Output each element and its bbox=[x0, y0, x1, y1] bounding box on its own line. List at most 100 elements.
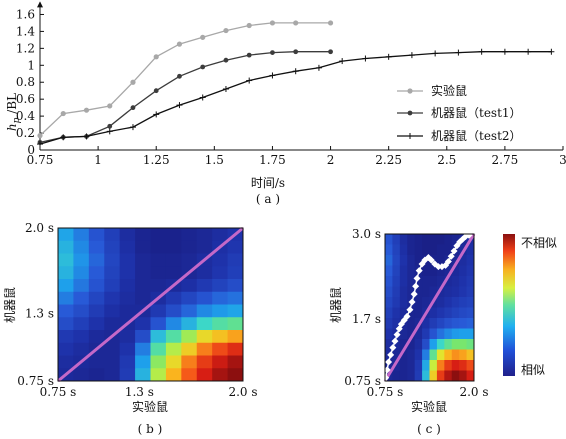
alignment-point bbox=[450, 247, 458, 255]
heatmap-cell bbox=[392, 297, 401, 308]
heatmap-cell bbox=[429, 370, 438, 382]
heatmap-cell bbox=[392, 265, 401, 277]
series-line bbox=[39, 51, 331, 144]
heatmap-cell bbox=[459, 276, 467, 287]
heatmap-cell bbox=[119, 342, 136, 356]
heatmap-cell bbox=[399, 328, 408, 340]
heatmap-cell bbox=[73, 304, 90, 318]
heatmap-cell bbox=[227, 266, 244, 280]
heatmap-cell bbox=[436, 370, 445, 382]
data-point bbox=[246, 22, 252, 29]
heatmap-cell bbox=[58, 355, 74, 369]
heatmap-cell bbox=[451, 370, 460, 382]
y-axis-label-tail: /BL bbox=[5, 93, 19, 118]
legend-marker bbox=[407, 88, 413, 94]
heatmap-cell bbox=[73, 279, 90, 293]
heatmap-cell bbox=[150, 266, 167, 280]
x-tick-label: 2.25 bbox=[375, 153, 402, 167]
heatmap-cell bbox=[150, 342, 167, 356]
heatmap-cell bbox=[58, 330, 74, 344]
heatmap-cell bbox=[196, 317, 213, 331]
heatmap-cell bbox=[407, 349, 416, 361]
heatmap-cell bbox=[414, 297, 423, 308]
legend-item-2: 机器鼠（test1） bbox=[397, 106, 522, 120]
caption-a: ( a ) bbox=[256, 192, 280, 206]
heatmap-cell bbox=[407, 328, 416, 340]
heatmap-cell bbox=[392, 255, 401, 266]
heatmap-cell bbox=[73, 368, 90, 382]
heatmap-cell bbox=[88, 355, 105, 369]
alignment-point bbox=[434, 263, 442, 271]
heatmap-cell bbox=[58, 266, 74, 280]
heatmap-cell bbox=[407, 370, 416, 382]
y-tick-label: 1.7 s bbox=[352, 312, 381, 326]
heatmap-cell bbox=[399, 255, 408, 266]
heatmap-cell bbox=[196, 368, 213, 382]
heatmap-cell bbox=[451, 265, 460, 277]
heatmap-cell bbox=[399, 244, 408, 256]
heatmap-cell bbox=[385, 276, 393, 287]
heatmap-cell bbox=[119, 304, 136, 318]
alignment-point bbox=[393, 331, 401, 339]
data-point bbox=[176, 102, 183, 109]
heatmap-cell bbox=[165, 266, 182, 280]
heatmap-cell bbox=[422, 276, 430, 287]
heatmap-cell bbox=[459, 255, 467, 266]
heatmap-cell bbox=[165, 240, 182, 254]
x-tick-label: 2.0 s bbox=[228, 385, 257, 399]
heatmap-cell bbox=[196, 279, 213, 293]
data-point bbox=[60, 134, 67, 141]
heatmap-cell bbox=[444, 265, 453, 277]
heatmap-cell bbox=[414, 276, 423, 287]
heatmap-cell bbox=[466, 244, 475, 256]
heatmap-cell bbox=[58, 240, 74, 254]
colorbar bbox=[503, 234, 515, 376]
heatmap-cell bbox=[414, 255, 423, 266]
heatmap-cell bbox=[422, 297, 430, 308]
heatmap-cell bbox=[58, 291, 74, 305]
heatmap-cell bbox=[181, 368, 198, 382]
heatmap-cell bbox=[444, 286, 453, 298]
heatmap-cell bbox=[196, 355, 213, 369]
heatmap-cell bbox=[88, 304, 105, 318]
heatmap-cell bbox=[58, 317, 74, 331]
heatmap-cell bbox=[422, 349, 430, 361]
heatmap-cell bbox=[73, 317, 90, 331]
heatmap-cell bbox=[451, 339, 460, 350]
heatmap-cell bbox=[119, 368, 136, 382]
heatmap-cell bbox=[385, 265, 393, 277]
y-tick-label: 1.6 bbox=[16, 7, 35, 21]
series-line bbox=[39, 22, 331, 137]
heatmap-cell bbox=[429, 328, 438, 340]
heatmap-cell bbox=[227, 279, 244, 293]
series-group bbox=[37, 20, 555, 148]
heatmap-cell bbox=[392, 339, 401, 350]
heatmap-cell bbox=[429, 244, 438, 256]
data-point bbox=[339, 58, 346, 65]
heatmap-cell bbox=[88, 228, 105, 242]
heatmap-cell bbox=[73, 291, 90, 305]
alignment-point bbox=[391, 337, 399, 345]
heatmap-cell bbox=[196, 266, 213, 280]
heatmap-cell bbox=[422, 360, 430, 371]
heatmap-cell bbox=[104, 228, 121, 242]
heatmap-cell bbox=[227, 304, 244, 318]
heatmap-cell bbox=[150, 304, 167, 318]
heatmap-cell bbox=[227, 342, 244, 356]
heatmap-cell bbox=[414, 339, 423, 350]
heatmap-cell bbox=[414, 234, 423, 245]
series-1 bbox=[37, 20, 334, 139]
heatmap-cell bbox=[212, 368, 228, 382]
data-point bbox=[328, 49, 333, 55]
heatmap-cell bbox=[436, 349, 445, 361]
alignment-point bbox=[403, 312, 411, 320]
data-point bbox=[37, 133, 43, 139]
heatmap-cell bbox=[436, 244, 445, 256]
heatmap-cell bbox=[399, 265, 408, 277]
heatmap-cell bbox=[58, 279, 74, 293]
heatmap-cell bbox=[227, 291, 244, 305]
heatmap-cell bbox=[165, 330, 182, 344]
x-tick-label: 0.75 bbox=[27, 153, 54, 167]
heatmap-cell bbox=[436, 328, 445, 340]
data-point bbox=[177, 73, 182, 79]
